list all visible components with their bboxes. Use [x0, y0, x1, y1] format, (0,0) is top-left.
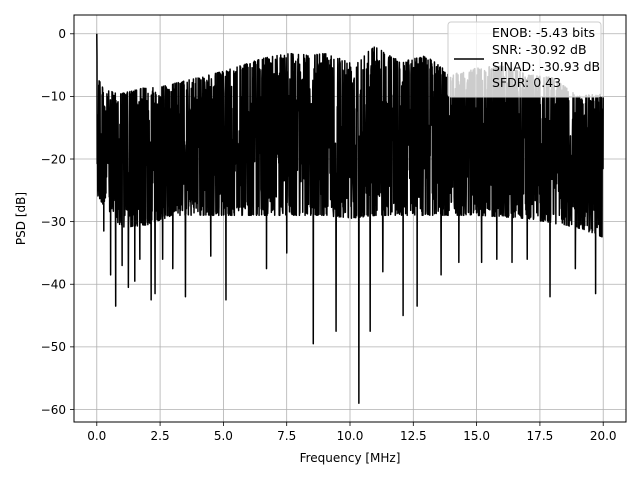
legend-entry-sinad: SINAD: -30.93 dB	[492, 59, 600, 74]
plot-area	[96, 33, 604, 404]
y-tick-label: 0	[58, 27, 66, 41]
legend-entry-sfdr: SFDR: 0.43	[492, 75, 561, 90]
x-tick-label: 10.0	[337, 429, 364, 443]
y-tick-label: −40	[41, 278, 66, 292]
x-tick-label: 17.5	[527, 429, 554, 443]
x-tick-label: 0.0	[87, 429, 106, 443]
x-tick-label: 5.0	[214, 429, 233, 443]
y-tick-label: −30	[41, 215, 66, 229]
y-tick-label: −10	[41, 90, 66, 104]
x-tick-label: 12.5	[400, 429, 427, 443]
legend-entry-enob: ENOB: -5.43 bits	[492, 25, 595, 40]
x-axis-label: Frequency [MHz]	[300, 451, 401, 465]
y-tick-label: −50	[41, 340, 66, 354]
y-axis-label: PSD [dB]	[14, 192, 28, 245]
legend-box	[447, 21, 602, 98]
legend-entry-snr: SNR: -30.92 dB	[492, 42, 587, 57]
x-tick-label: 20.0	[590, 429, 617, 443]
y-tick-label: −20	[41, 152, 66, 166]
x-tick-label: 2.5	[151, 429, 170, 443]
psd-series-line	[96, 33, 604, 404]
x-tick-label: 7.5	[277, 429, 296, 443]
x-tick-label: 15.0	[463, 429, 490, 443]
y-axis-ticks: 0 −10 −20 −30 −40 −50 −60	[41, 27, 74, 417]
y-tick-label: −60	[41, 403, 66, 417]
x-axis-ticks: 0.0 2.5 5.0 7.5 10.0 12.5 15.0 17.5 20.0	[87, 422, 617, 443]
legend: ENOB: -5.43 bits SNR: -30.92 dB SINAD: -…	[447, 21, 602, 98]
